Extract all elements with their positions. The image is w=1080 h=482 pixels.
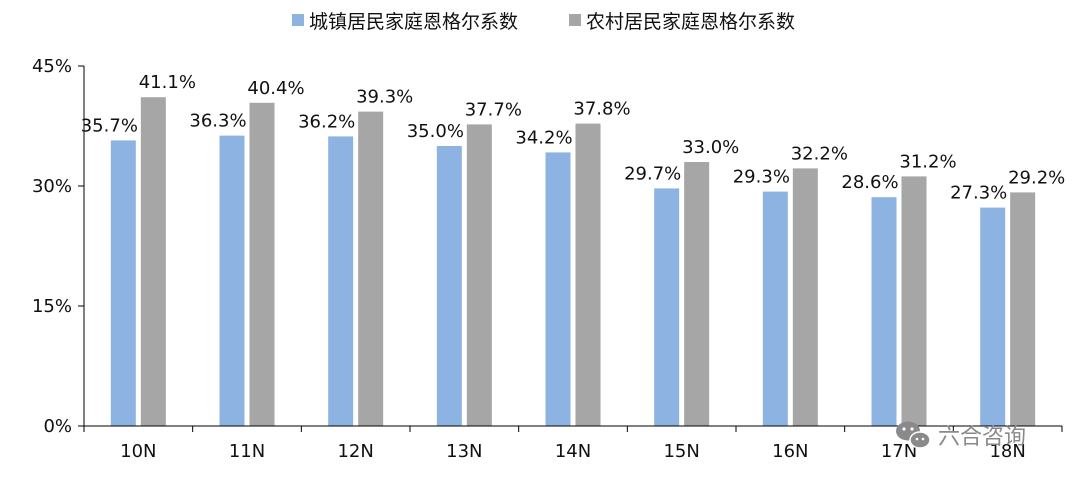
y-tick-label: 30% (32, 176, 72, 197)
bar-rural (684, 162, 710, 426)
data-label-urban: 35.0% (407, 121, 464, 142)
data-label-rural: 37.7% (465, 99, 522, 120)
bar-rural (466, 124, 492, 427)
bar-rural (249, 102, 275, 427)
x-category-label: 14N (555, 441, 591, 462)
bar-urban (110, 140, 136, 426)
bar-urban (762, 191, 788, 426)
bar-rural (140, 97, 166, 426)
data-label-rural: 39.3% (356, 87, 413, 108)
bar-urban (980, 207, 1006, 426)
x-category-label: 17N (881, 441, 917, 462)
y-tick-label: 15% (32, 296, 72, 317)
watermark: 六合咨询 (896, 421, 1026, 450)
legend-label-urban: 城镇居民家庭恩格尔系数 (309, 11, 518, 33)
x-category-label: 16N (772, 441, 808, 462)
data-label-rural: 29.2% (1008, 167, 1065, 188)
y-tick-label: 0% (43, 416, 72, 437)
y-axis: 0% 15% 30% 45% (32, 56, 85, 437)
wechat-icon (896, 421, 931, 449)
data-label-urban: 34.2% (515, 127, 572, 148)
x-category-label: 12N (337, 441, 373, 462)
y-tick-label: 45% (32, 56, 72, 77)
legend: 城镇居民家庭恩格尔系数 农村居民家庭恩格尔系数 (292, 11, 795, 33)
data-label-urban: 28.6% (841, 172, 898, 193)
x-category-label: 18N (989, 441, 1025, 462)
data-label-rural: 40.4% (247, 78, 304, 99)
x-axis: 10N 11N 12N 13N 14N 15N 16N 17N 18N (83, 425, 1063, 462)
bar-urban (436, 146, 462, 426)
watermark-text: 六合咨询 (938, 425, 1026, 450)
bar-urban (654, 188, 680, 426)
bar-urban (328, 136, 354, 426)
bar-rural (358, 111, 384, 426)
data-label-rural: 37.8% (573, 99, 630, 120)
data-label-urban: 35.7% (81, 115, 138, 136)
data-label-rural: 41.1% (139, 72, 196, 93)
data-labels: 35.7% 41.1% 36.3%40.4% 36.2%39.3% 35.0%37.7%… (81, 72, 1066, 203)
x-category-label: 15N (663, 441, 699, 462)
data-label-urban: 29.3% (733, 167, 790, 188)
bar-urban (219, 135, 245, 426)
x-category-label: 11N (229, 441, 265, 462)
x-category-label: 10N (120, 441, 156, 462)
bar-urban (871, 197, 897, 426)
bar-rural (901, 176, 927, 426)
bar-rural (1010, 192, 1036, 426)
data-label-rural: 31.2% (899, 151, 956, 172)
data-label-rural: 33.0% (682, 137, 739, 158)
data-label-urban: 29.7% (624, 163, 681, 184)
bar-rural (792, 168, 818, 426)
bar-rural (575, 123, 601, 426)
data-label-urban: 36.2% (298, 111, 355, 132)
x-category-label: 13N (446, 441, 482, 462)
bar-urban (545, 152, 571, 426)
data-label-urban: 36.3% (189, 111, 246, 132)
data-label-rural: 32.2% (791, 143, 848, 164)
legend-swatch-rural (569, 14, 581, 26)
legend-swatch-urban (292, 14, 304, 26)
bars (110, 97, 1036, 427)
legend-label-rural: 农村居民家庭恩格尔系数 (586, 11, 795, 33)
data-label-urban: 27.3% (950, 183, 1007, 204)
